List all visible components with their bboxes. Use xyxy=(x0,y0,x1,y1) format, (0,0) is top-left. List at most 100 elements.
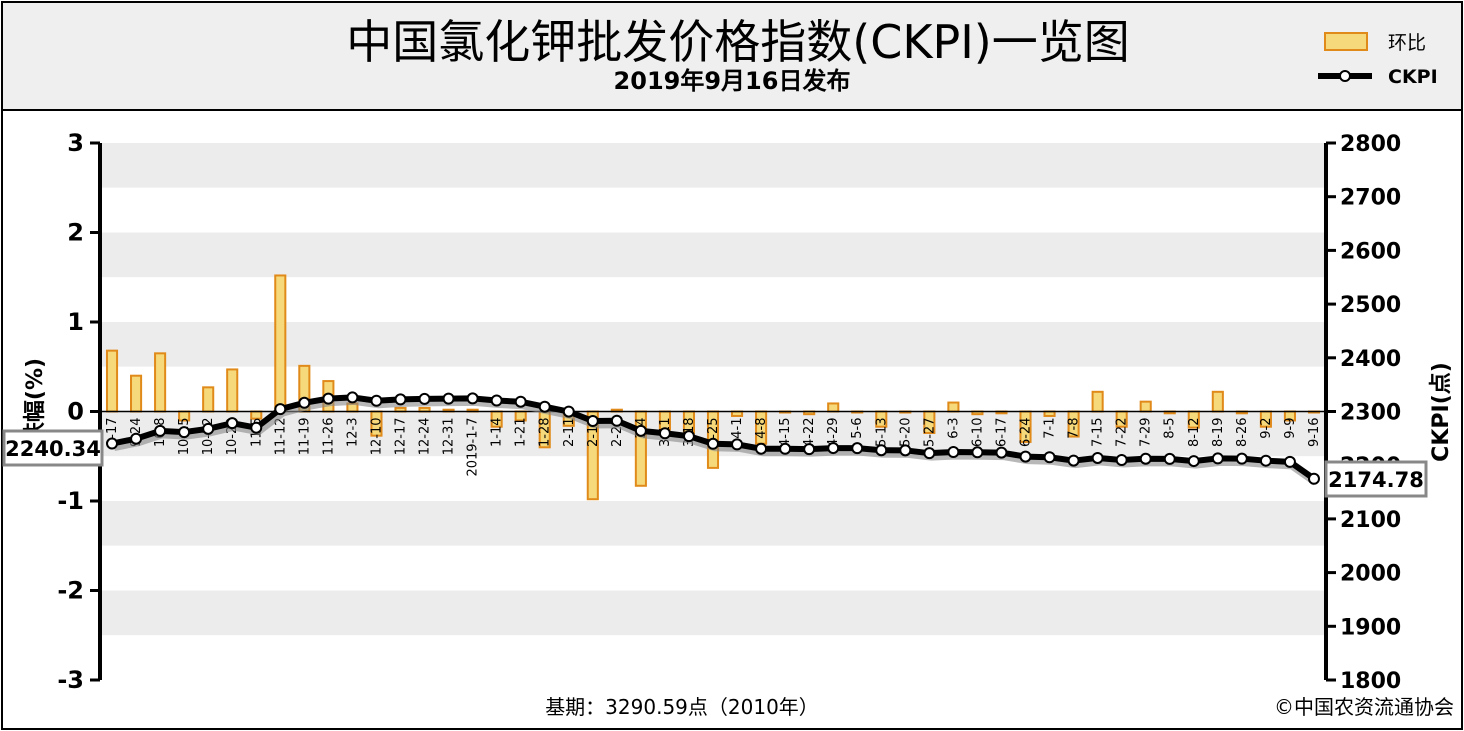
ckpi-point-1-14 xyxy=(490,394,503,407)
ckpi-point-3-25 xyxy=(707,437,719,450)
left-tick-label: -3 xyxy=(57,666,84,694)
left-tick-label: 2 xyxy=(67,219,84,247)
copyright-note: ©中国农资流通协会 xyxy=(1274,695,1454,719)
ckpi-point-6-24 xyxy=(1019,450,1032,463)
legend-bar-label: 环比 xyxy=(1388,32,1426,54)
left-tick-label: 0 xyxy=(67,398,84,426)
x-tick-label: 4-15 xyxy=(778,418,793,448)
x-tick-label: 12-10 xyxy=(369,418,384,456)
ckpi-point-5-6 xyxy=(851,442,864,455)
ckpi-point-10-29 xyxy=(226,417,239,430)
ckpi-point-9-9 xyxy=(1283,455,1296,468)
ckpi-point-3-11 xyxy=(658,427,671,440)
legend: 环比 CKPI xyxy=(1318,32,1438,88)
ckpi-point-8-26 xyxy=(1235,452,1248,465)
line-series xyxy=(106,391,1320,486)
x-tick-label: 4-1 xyxy=(730,418,745,439)
x-tick-label: 7-15 xyxy=(1091,418,1106,448)
bar-10-8 xyxy=(154,352,167,413)
ckpi-point-9-17 xyxy=(106,437,119,450)
ckpi-point-5-27 xyxy=(923,447,936,460)
bar-10-29 xyxy=(226,368,239,413)
grid-band xyxy=(100,545,1326,591)
x-tick-label: 4-8 xyxy=(754,418,769,439)
ckpi-point-6-10 xyxy=(971,446,984,459)
x-tick-label: 8-26 xyxy=(1235,418,1250,448)
ckpi-point-11-5 xyxy=(250,421,263,434)
x-tick-label: 11-19 xyxy=(297,418,312,456)
ckpi-point-3-4 xyxy=(634,424,647,437)
right-tick-label: 2000 xyxy=(1340,562,1401,587)
chart-title: 中国氯化钾批发价格指数(CKPI)一览图 xyxy=(346,15,1129,69)
grid-band xyxy=(100,143,1326,188)
x-tick-label: 12-31 xyxy=(442,418,457,456)
right-tick-label: 2500 xyxy=(1340,293,1401,318)
grid-band xyxy=(100,277,1326,322)
left-tick-label: 1 xyxy=(67,308,84,336)
ckpi-point-7-1 xyxy=(1043,451,1056,464)
x-tick-label: 5-20 xyxy=(898,418,913,448)
x-tick-label: 9-2 xyxy=(1259,418,1274,439)
bar-10-22 xyxy=(202,386,215,413)
ckpi-point-10-22 xyxy=(202,422,215,435)
x-tick-label: 5-6 xyxy=(850,418,865,439)
chart-subtitle: 2019年9月16日发布 xyxy=(614,67,851,95)
x-tick-label: 6-17 xyxy=(994,418,1009,448)
ckpi-point-2-25 xyxy=(610,414,623,427)
right-tick-label: 1900 xyxy=(1340,615,1401,640)
ckpi-point-5-20 xyxy=(899,444,912,457)
left-tick-label: -1 xyxy=(57,487,84,515)
left-tick-label: 3 xyxy=(67,129,84,157)
right-tick-label: 2700 xyxy=(1340,186,1401,211)
ckpi-point-2-11 xyxy=(562,405,575,418)
grid-band xyxy=(100,501,1326,546)
ckpi-point-1-21 xyxy=(514,395,527,408)
ckpi-point-12-24 xyxy=(418,392,431,405)
x-tick-label: 7-22 xyxy=(1115,418,1130,448)
ckpi-point-2-18 xyxy=(586,415,599,428)
bar-9-17 xyxy=(105,349,119,413)
ckpi-point-10-8 xyxy=(154,424,167,437)
ckpi-point-8-5 xyxy=(1163,452,1176,465)
end-value-callout: 2174.78 xyxy=(1324,460,1428,498)
bar-7-29 xyxy=(1139,400,1152,413)
x-tick-label: 6-10 xyxy=(970,418,985,448)
x-tick-label: 1-14 xyxy=(490,418,505,448)
ckpi-point-4-15 xyxy=(779,442,792,455)
ckpi-point-7-8 xyxy=(1067,454,1080,467)
legend-line-marker xyxy=(1339,70,1351,82)
grid-band xyxy=(100,590,1326,636)
x-tick-label: 1-28 xyxy=(538,418,553,448)
x-tick-label: 4-29 xyxy=(826,418,841,448)
ckpi-point-1-28 xyxy=(538,400,551,413)
plot-border xyxy=(1,109,1463,730)
x-tick-label: 12-17 xyxy=(393,418,408,456)
right-tick-label: 2400 xyxy=(1340,347,1401,372)
right-tick-label: 2100 xyxy=(1340,508,1401,533)
ckpi-point-7-22 xyxy=(1115,453,1128,466)
grid-band xyxy=(100,322,1326,367)
ckpi-point-4-29 xyxy=(827,442,840,455)
ckpi-point-12-10 xyxy=(370,394,383,407)
bar-7-15 xyxy=(1091,390,1104,413)
bar-4-29 xyxy=(827,402,840,413)
left-tick-label: -2 xyxy=(57,577,84,605)
right-axis-title: CKPI(点) xyxy=(1428,362,1454,462)
x-tick-label: 8-19 xyxy=(1211,418,1226,448)
x-tick-label: 5-13 xyxy=(874,418,889,448)
bar-8-19 xyxy=(1211,390,1224,413)
start-value-callout: 2240.34 xyxy=(2,429,104,467)
axes: -3-2-10123180019002000210022002300240025… xyxy=(57,129,1401,694)
ckpi-point-3-18 xyxy=(682,430,695,443)
end-value-label: 2174.78 xyxy=(1328,468,1424,492)
right-tick-label: 2600 xyxy=(1340,239,1401,264)
x-tick-label: 11-12 xyxy=(273,418,288,456)
right-tick-label: 1800 xyxy=(1340,669,1401,694)
ckpi-point-10-15 xyxy=(178,426,191,439)
ckpi-point-8-12 xyxy=(1187,455,1200,468)
header-background xyxy=(1,1,1463,111)
grid-band xyxy=(100,635,1326,680)
ckpi-point-8-19 xyxy=(1211,452,1224,465)
bar-6-3 xyxy=(947,401,960,413)
ckpi-point-2019-1-7 xyxy=(466,392,479,405)
